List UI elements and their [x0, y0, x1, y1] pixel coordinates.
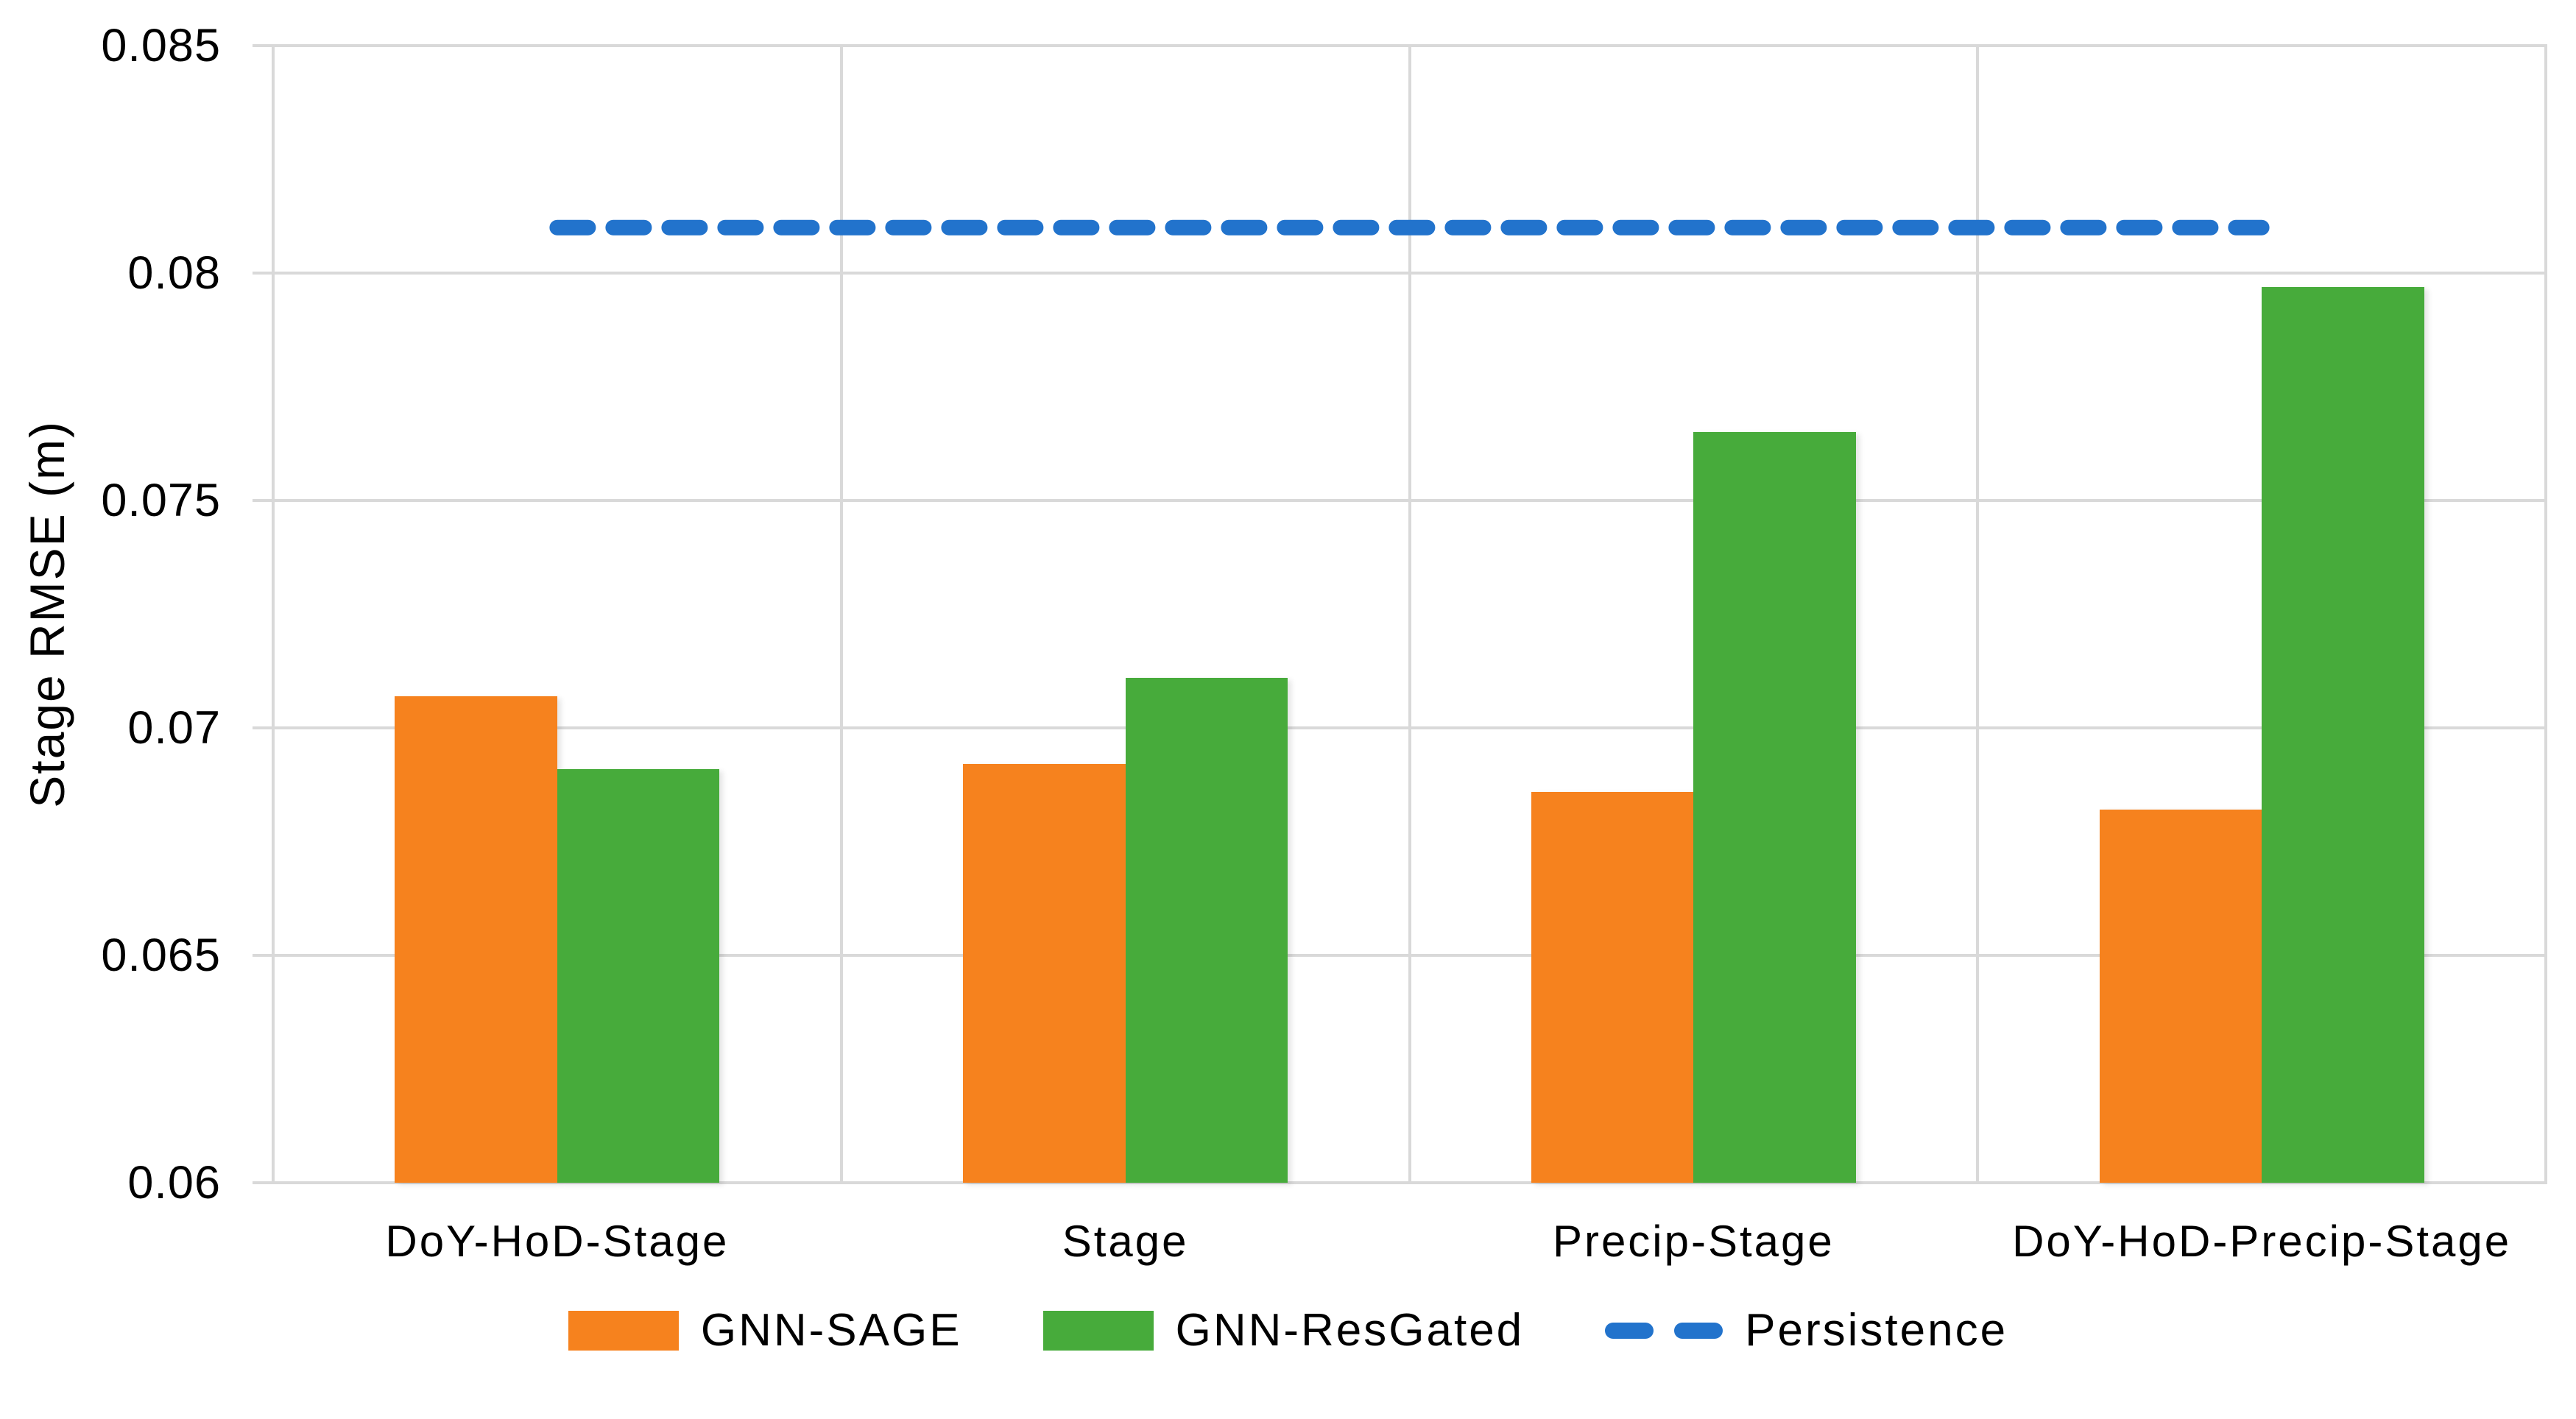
plot-border-left	[272, 44, 275, 1184]
legend-label: Persistence	[1745, 1305, 2008, 1356]
y-axis-tick	[253, 499, 273, 502]
legend-swatch-gnn-resgated	[1042, 1310, 1154, 1351]
y-axis-tick	[253, 954, 273, 957]
legend-item-persistence: Persistence	[1605, 1304, 2008, 1356]
legend-item-gnn-resgated: GNN-ResGated	[1042, 1304, 1525, 1356]
legend-swatch-gnn-sage	[568, 1310, 679, 1351]
dash-glyph	[1674, 1322, 1723, 1339]
v-gridline	[1976, 44, 1979, 1184]
x-tick-label: Precip-Stage	[1552, 1217, 1835, 1266]
bar-gnn-resgated	[1693, 432, 1856, 1183]
y-tick-label: 0.08	[127, 247, 221, 299]
bar-gnn-resgated	[1125, 678, 1288, 1183]
legend: GNN-SAGE GNN-ResGated Persistence	[0, 1304, 2576, 1356]
v-gridline	[1408, 44, 1411, 1184]
y-tick-label: 0.065	[101, 930, 221, 981]
legend-dash-icon	[1605, 1322, 1723, 1339]
plot-border-right	[2544, 44, 2547, 1184]
y-tick-label: 0.085	[101, 20, 221, 71]
y-axis-tick	[253, 1181, 273, 1184]
v-gridline	[840, 44, 843, 1184]
legend-label: GNN-ResGated	[1175, 1305, 1525, 1356]
y-axis-title: Stage RMSE (m)	[10, 46, 84, 1183]
bar-gnn-sage	[2099, 810, 2262, 1183]
plot-border-top	[273, 44, 2546, 47]
bar-gnn-resgated	[2262, 286, 2424, 1183]
x-tick-label: Stage	[1062, 1217, 1189, 1266]
bar-gnn-sage	[395, 696, 557, 1183]
y-tick-label: 0.06	[127, 1157, 221, 1209]
bar-gnn-sage	[1531, 791, 1694, 1183]
bar-gnn-sage	[963, 764, 1126, 1183]
y-axis-tick	[253, 726, 273, 729]
bar-gnn-resgated	[557, 768, 720, 1183]
persistence-line	[549, 219, 2270, 236]
y-axis-tick	[253, 272, 273, 275]
x-tick-label: DoY-HoD-Stage	[385, 1217, 730, 1266]
y-tick-label: 0.075	[101, 475, 221, 526]
y-axis-tick	[253, 44, 273, 47]
dash-glyph	[1605, 1322, 1654, 1339]
y-tick-label: 0.07	[127, 702, 221, 754]
legend-item-gnn-sage: GNN-SAGE	[568, 1304, 962, 1356]
legend-label: GNN-SAGE	[700, 1305, 962, 1356]
x-tick-label: DoY-HoD-Precip-Stage	[2012, 1217, 2512, 1266]
